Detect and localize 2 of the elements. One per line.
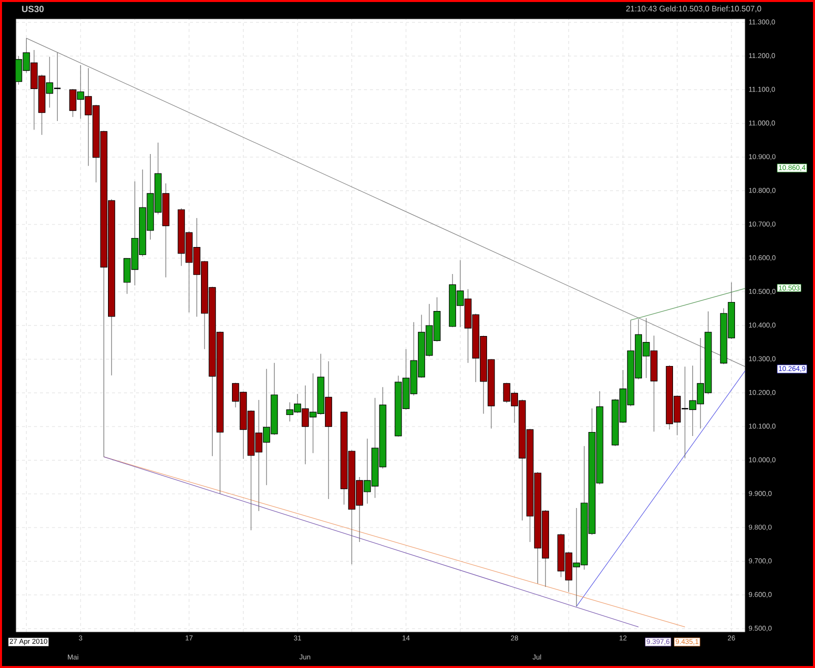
chart-title: US30 [22,6,44,12]
chart-subtitle: 21:10:43 Geld:10.503,0 Brief:10.507,0 [626,6,762,12]
